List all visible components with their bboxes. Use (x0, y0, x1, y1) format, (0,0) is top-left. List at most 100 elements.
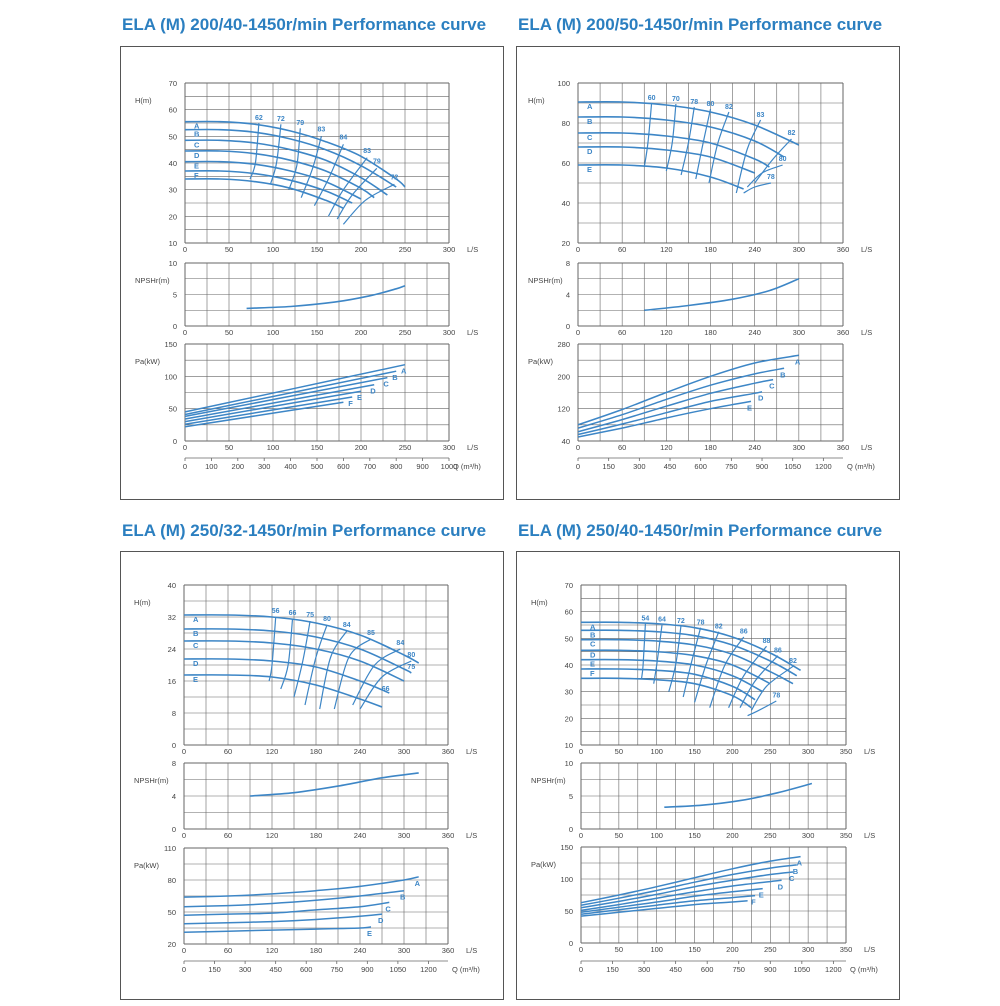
power-xtick-label: 100 (650, 945, 663, 954)
power-curve-label: E (367, 929, 372, 938)
efficiency-contour (333, 638, 372, 710)
head-xtick-label: 200 (355, 245, 368, 254)
efficiency-contour (319, 630, 348, 710)
head-xtick-label: 0 (182, 747, 186, 756)
power-curve-C (183, 901, 390, 916)
efficiency-label: 83 (318, 127, 326, 134)
q-axis-tick-label: 900 (361, 965, 374, 974)
efficiency-contour (293, 620, 311, 698)
head-curve-extra6 (580, 677, 752, 709)
efficiency-contour (280, 618, 294, 690)
head-ytick-label: 40 (169, 159, 177, 168)
power-curve-label: D (778, 882, 784, 891)
npsh-xtick-label: 300 (793, 328, 806, 337)
head-curve-label: E (194, 162, 199, 171)
npsh-curve (249, 772, 419, 797)
head-yaxis-label: H(m) (528, 96, 545, 105)
npsh-curve (644, 278, 800, 312)
power-ytick-label: 50 (169, 405, 177, 414)
power-curve-label: D (758, 394, 764, 403)
npsh-xtick-label: 200 (355, 328, 368, 337)
head-xtick-label: 250 (764, 747, 777, 756)
npsh-yaxis-label: NPSHr(m) (135, 276, 170, 285)
power-curve-label: B (400, 893, 406, 902)
head-ytick-label: 60 (562, 159, 570, 168)
power-curve-E (183, 926, 372, 934)
power-curve-label: F (751, 898, 756, 907)
head-curve-label: B (590, 630, 596, 639)
npsh-xtick-label: 350 (840, 831, 853, 840)
q-axis-tick-label: 300 (638, 965, 651, 974)
efficiency-contour (728, 645, 767, 708)
npsh-ytick-label: 4 (172, 792, 176, 801)
head-curve-label: C (587, 133, 593, 142)
head-xaxis-label: L/S (467, 245, 478, 254)
power-curve-label: E (357, 393, 362, 402)
power-yaxis-label: Pa(kW) (134, 861, 160, 870)
q-axis-tick-label: 400 (284, 462, 297, 471)
power-curve-label: E (747, 403, 752, 412)
q-axis-tick-label: 0 (579, 965, 583, 974)
npsh-xtick-label: 300 (398, 831, 411, 840)
head-xtick-label: 300 (398, 747, 411, 756)
power-curve-E (580, 887, 763, 914)
head-curve-label: C (193, 641, 199, 650)
head-yaxis-label: H(m) (531, 598, 548, 607)
head-curve-D (184, 150, 375, 199)
power-ytick-label: 50 (168, 908, 176, 917)
efficiency-contour (665, 103, 677, 172)
head-xtick-label: 180 (310, 747, 323, 756)
head-xtick-label: 180 (704, 245, 717, 254)
q-axis-tick-label: 800 (390, 462, 403, 471)
npsh-xtick-label: 100 (650, 831, 663, 840)
efficiency-label: 84 (343, 622, 351, 629)
power-xtick-label: 300 (793, 443, 806, 452)
power-curve-label: C (383, 380, 389, 389)
efficiency-label: 72 (677, 618, 685, 625)
efficiency-label: 60 (648, 95, 656, 102)
chart-svg-3: 0 60 120 180 240 300 360 L/S0816243240H(m)ABCDE… (134, 581, 480, 974)
power-ytick-label: 80 (168, 876, 176, 885)
power-xtick-label: 120 (660, 443, 673, 452)
power-xtick-label: 50 (225, 443, 233, 452)
power-xtick-label: 180 (704, 443, 717, 452)
head-ytick-label: 70 (169, 79, 177, 88)
power-curve-label: B (780, 370, 786, 379)
power-xaxis-label: L/S (466, 946, 477, 955)
power-xtick-label: 350 (840, 945, 853, 954)
power-ytick-label: 20 (168, 940, 176, 949)
head-xtick-label: 0 (579, 747, 583, 756)
q-axis-tick-label: 700 (364, 462, 377, 471)
head-curve-A (184, 120, 406, 188)
efficiency-contour (653, 624, 663, 684)
q-axis-label: Q (m³/h) (850, 965, 878, 974)
power-curve-label: B (392, 373, 398, 382)
head-curve-label: A (587, 102, 593, 111)
npsh-xtick-label: 0 (183, 328, 187, 337)
power-xtick-label: 200 (726, 945, 739, 954)
efficiency-label: 83 (757, 112, 765, 119)
efficiency-label: 82 (789, 658, 797, 665)
head-xtick-label: 120 (660, 245, 673, 254)
efficiency-label: 80 (407, 652, 415, 659)
efficiency-contour (643, 102, 653, 168)
efficiency-label: 64 (658, 617, 666, 624)
efficiency-contour (300, 136, 322, 198)
q-axis-tick-label: 200 (232, 462, 245, 471)
npsh-xtick-label: 360 (837, 328, 850, 337)
q-axis-tick-label: 0 (182, 965, 186, 974)
q-axis-tick-label: 600 (337, 462, 350, 471)
power-ytick-label: 150 (560, 843, 573, 852)
head-yaxis-label: H(m) (135, 96, 152, 105)
power-grid (577, 343, 844, 442)
power-ytick-label: 40 (562, 437, 570, 446)
efficiency-contour (695, 108, 712, 180)
npsh-ytick-label: 5 (173, 291, 177, 300)
power-curve-D (577, 390, 763, 436)
power-curve-label: F (348, 399, 353, 408)
efficiency-contour (249, 122, 260, 180)
head-curve-C (577, 131, 770, 168)
head-grid (184, 82, 450, 244)
q-axis-tick-label: 1200 (815, 462, 832, 471)
q-axis-tick-label: 1200 (420, 965, 437, 974)
